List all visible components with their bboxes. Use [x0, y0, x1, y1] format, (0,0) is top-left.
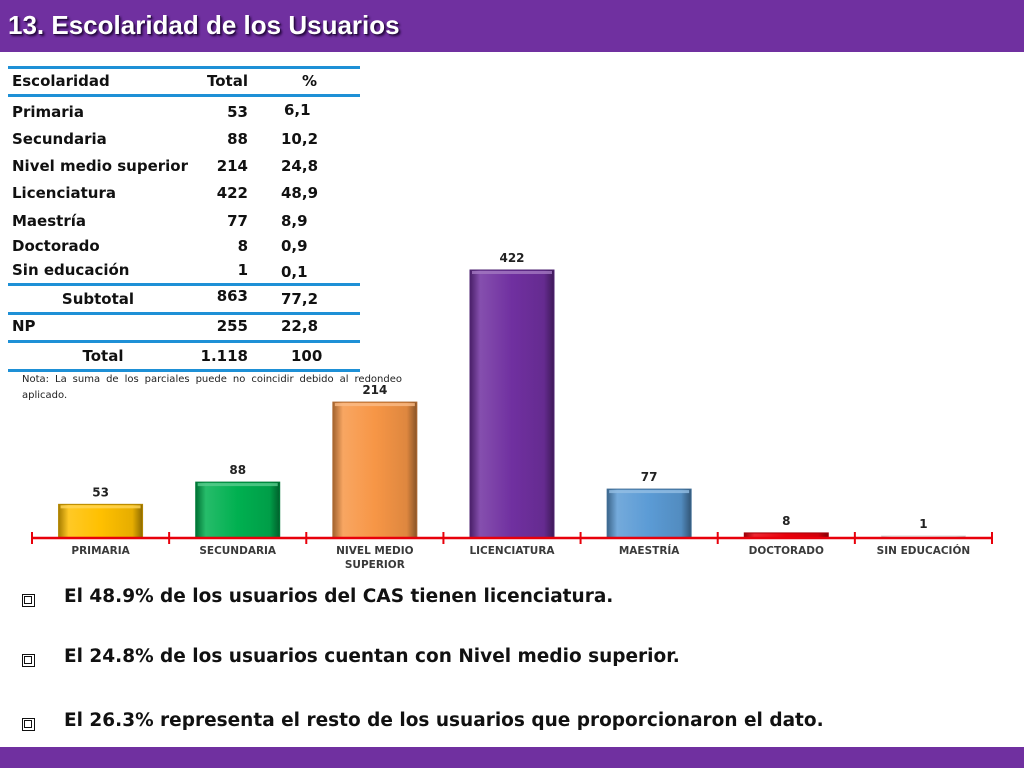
category-label-6: SIN EDUCACIÓN [877, 544, 971, 557]
np-total: 255 [216, 317, 248, 335]
table-note: Nota: La suma de los parciales puede no … [22, 374, 402, 401]
checkbox-square-icon [22, 654, 35, 667]
row-pct: 8,9 [281, 212, 308, 230]
np-label: NP [12, 317, 36, 335]
row-pct: 24,8 [281, 157, 319, 175]
subtotal-label: Subtotal [61, 290, 135, 308]
row-name: Maestría [12, 212, 86, 230]
np-pct: 22,8 [281, 317, 319, 335]
bullet-item: El 26.3% representa el resto de los usua… [20, 708, 1020, 742]
row-total: 77 [227, 212, 248, 230]
title-bar [0, 0, 1024, 52]
bar-chart: 53 PRIMARIA 88 SECUNDARIA 214 NIVEL MEDIO SUPE… [31, 251, 993, 571]
header-total: Total [207, 72, 248, 90]
bullet-item: El 24.8% de los usuarios cuentan con Niv… [20, 644, 1020, 678]
bottom-bar [0, 747, 1024, 768]
row-total: 8 [237, 237, 248, 255]
bullet-item: El 48.9% de los usuarios del CAS tienen … [20, 584, 1020, 618]
row-total: 1 [237, 261, 248, 279]
bar-bevel-4 [609, 490, 690, 494]
data-label-1: 88 [229, 463, 246, 477]
table-rule-subtotal [8, 283, 360, 286]
table-rule-total [8, 340, 360, 343]
row-pct: 48,9 [281, 184, 319, 202]
row-name: Nivel medio superior [12, 157, 188, 175]
row-total: 422 [216, 184, 248, 202]
category-label-5: DOCTORADO [749, 545, 824, 557]
table-rule-bottom [8, 369, 360, 372]
row-name: Primaria [12, 103, 84, 121]
bar-1 [195, 481, 281, 539]
header-escolaridad: Escolaridad [12, 72, 110, 90]
category-label-3: LICENCIATURA [469, 545, 555, 557]
row-pct: 6,1 [284, 101, 311, 119]
bar-2 [332, 401, 418, 539]
table-rule-np [8, 312, 360, 315]
subtotal-total: 863 [216, 287, 248, 305]
bar-3 [469, 269, 555, 539]
total-pct: 100 [291, 347, 323, 365]
category-label-4: MAESTRÍA [619, 544, 680, 557]
bar-bevel-0 [60, 505, 141, 509]
row-total: 53 [227, 103, 248, 121]
row-name: Secundaria [12, 130, 107, 148]
checkbox-square-icon [22, 594, 35, 607]
bullet-text: El 26.3% representa el resto de los usua… [64, 710, 824, 731]
bar-bevel-2 [334, 403, 415, 407]
table-rule-header [8, 94, 360, 97]
bullet-text: El 24.8% de los usuarios cuentan con Niv… [64, 646, 680, 667]
row-pct: 10,2 [281, 130, 319, 148]
row-name: Sin educación [12, 261, 130, 279]
category-label-2: NIVEL MEDIO SUPERIOR [336, 545, 414, 571]
page-title: 13. Escolaridad de los Usuarios [8, 10, 400, 40]
table-rule-top [8, 66, 360, 69]
data-label-4: 77 [641, 470, 658, 484]
data-label-6: 1 [919, 517, 927, 531]
row-pct: 0,1 [281, 263, 308, 281]
data-label-0: 53 [92, 485, 109, 499]
bullet-text: El 48.9% de los usuarios del CAS tienen … [64, 586, 614, 607]
data-label-3: 422 [499, 251, 524, 265]
row-name: Doctorado [12, 237, 100, 255]
row-name: Licenciatura [12, 184, 116, 202]
data-table: Escolaridad Total % Primaria 53 6,1 Secu… [8, 64, 360, 372]
subtotal-pct: 77,2 [281, 290, 319, 308]
bar-4 [606, 488, 692, 539]
total-total: 1.118 [200, 347, 248, 365]
header-percent: % [302, 72, 318, 90]
row-total: 88 [227, 130, 248, 148]
data-label-5: 8 [782, 514, 790, 528]
bar-bevel-1 [197, 483, 278, 487]
data-label-2: 214 [362, 383, 387, 397]
category-label-1: SECUNDARIA [199, 545, 277, 557]
category-label-0: PRIMARIA [71, 545, 130, 557]
row-pct: 0,9 [281, 237, 308, 255]
bar-0 [58, 503, 144, 539]
checkbox-square-icon [22, 718, 35, 731]
row-total: 214 [216, 157, 248, 175]
bar-bevel-3 [472, 271, 552, 274]
total-label: Total [82, 347, 124, 365]
